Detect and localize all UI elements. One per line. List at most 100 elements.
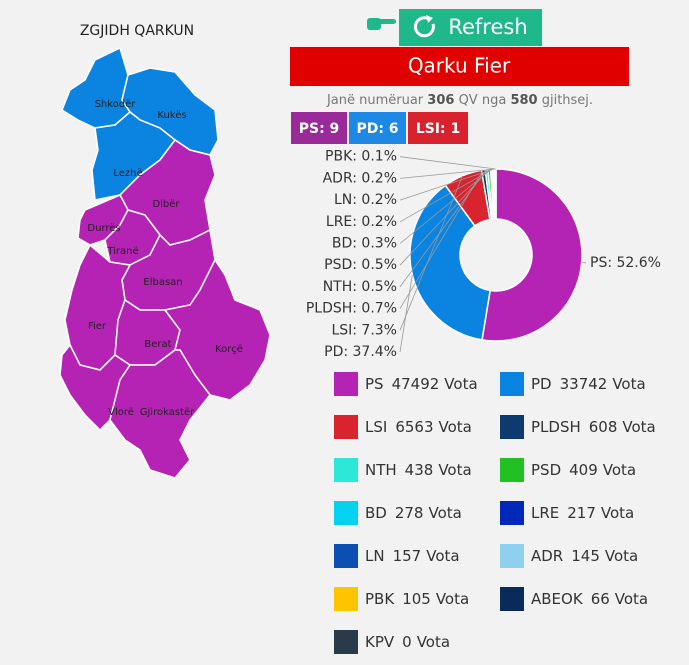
region-label[interactable]: Lezhë: [113, 168, 142, 179]
legend-unit: Vota: [622, 418, 655, 436]
leader-line: [399, 168, 495, 179]
slice: [409, 184, 492, 341]
summary-prefix: Janë numëruar: [326, 93, 424, 108]
legend-name: PLDSH: [531, 418, 581, 436]
legend-name: LN: [365, 547, 385, 565]
seat-label: LSI: 1: [416, 121, 460, 137]
region-label[interactable]: Berat: [144, 339, 171, 350]
map-title: ZGJIDH QARKUN: [80, 23, 194, 39]
legend-entry: NTH 438 Vota: [365, 461, 472, 479]
legend-unit: Vota: [615, 590, 648, 608]
slice: [481, 168, 583, 342]
legend-votes: 157: [393, 547, 422, 565]
legend-name: BD: [365, 504, 387, 522]
legend-unit: Vota: [417, 633, 450, 651]
summary-suffix: gjithsej.: [542, 93, 593, 108]
legend-name: ABEOK: [531, 590, 584, 608]
legend-entry: PLDSH 608 Vota: [531, 418, 656, 436]
legend-swatch: [334, 458, 358, 482]
button-bg[interactable]: [399, 9, 542, 46]
legend-name: NTH: [365, 461, 397, 479]
legend-swatch: [334, 415, 358, 439]
slice-label: PD: 37.4%: [324, 344, 397, 360]
summary-counted: 306: [427, 93, 454, 108]
leader-line: [399, 168, 490, 266]
slice-label: BD: 0.3%: [332, 236, 397, 252]
legend-votes: 33742: [560, 375, 608, 393]
legend-unit: Vota: [439, 418, 472, 436]
legend-votes: 145: [571, 547, 600, 565]
button-label[interactable]: Refresh: [448, 15, 527, 39]
region-label[interactable]: Gjirokastër: [140, 407, 195, 418]
legend-swatch: [500, 458, 524, 482]
legend-swatch: [334, 544, 358, 568]
summary-total: 580: [510, 93, 537, 108]
legend-entry: PBK 105 Vota: [365, 590, 469, 608]
seat-label: PD: 6: [356, 121, 398, 137]
seat-badge: [408, 112, 468, 144]
seat-badge: [349, 112, 406, 144]
legend-votes: 66: [591, 590, 610, 608]
legend-entry: KPV 0 Vota: [365, 633, 450, 651]
legend-name: PD: [531, 375, 552, 393]
legend-votes: 6563: [395, 418, 433, 436]
region-label[interactable]: Korçë: [215, 344, 243, 355]
legend-swatch: [500, 544, 524, 568]
leader-line: [399, 169, 487, 288]
legend-name: KPV: [365, 633, 395, 651]
legend-entry: ABEOK 66 Vota: [531, 590, 648, 608]
refresh-button[interactable]: Refresh: [399, 9, 542, 46]
refresh-icon: [413, 16, 435, 38]
legend-name: LRE: [531, 504, 559, 522]
legend-entry: LSI 6563 Vota: [365, 418, 472, 436]
region[interactable]: [109, 349, 211, 479]
legend-unit: Vota: [603, 461, 636, 479]
legend-unit: Vota: [436, 590, 469, 608]
region-label[interactable]: Tiranë: [106, 246, 138, 257]
legend-votes: 608: [589, 418, 618, 436]
district-bar: [290, 47, 629, 86]
summary: Janë numëruar 306 QV nga 580 gjithsej.: [326, 93, 593, 108]
legend-votes: 409: [569, 461, 598, 479]
legend-entry: BD 278 Vota: [365, 504, 462, 522]
region-label[interactable]: Durrës: [87, 223, 120, 234]
legend-swatch: [500, 587, 524, 611]
seat-badge: [291, 112, 347, 144]
legend-swatch: [334, 501, 358, 525]
legend-name: PSD: [531, 461, 561, 479]
legend-swatch: [334, 587, 358, 611]
slice-label: PLDSH: 0.7%: [306, 301, 397, 317]
slice-label: LSI: 7.3%: [331, 322, 397, 338]
legend-entry: LN 157 Vota: [365, 547, 460, 565]
slice-label: PBK: 0.1%: [325, 149, 397, 165]
map: Shkodër Kukës Lezhë Dibër Durrës Tiranë Elbasa…: [59, 46, 271, 479]
legend: PS 47492 Vota PD 33742 Vota LSI 6563 Vota PLDSH 60…: [334, 372, 656, 654]
pointer-icon: [367, 18, 396, 30]
legend-entry: PS 47492 Vota: [365, 375, 478, 393]
legend-votes: 105: [402, 590, 431, 608]
seats: PS: 9 PD: 6 LSI: 1: [291, 112, 468, 144]
leader-line: [399, 168, 494, 201]
region-label[interactable]: Vlorë: [108, 407, 134, 418]
region-label[interactable]: Dibër: [152, 199, 180, 210]
region[interactable]: [163, 258, 271, 401]
legend-swatch: [334, 372, 358, 396]
legend-votes: 0: [402, 633, 412, 651]
legend-swatch: [500, 372, 524, 396]
legend-unit: Vota: [438, 461, 471, 479]
leader-line: [399, 168, 492, 244]
leader-line: [399, 168, 493, 223]
region-label[interactable]: Fier: [88, 321, 107, 332]
slice-label: LRE: 0.2%: [326, 214, 397, 230]
region-label[interactable]: Elbasan: [143, 277, 182, 288]
legend-unit: Vota: [601, 504, 634, 522]
region-label[interactable]: Kukës: [157, 110, 186, 121]
legend-votes: 278: [395, 504, 424, 522]
legend-unit: Vota: [426, 547, 459, 565]
region-label[interactable]: Shkodër: [95, 99, 137, 110]
legend-name: LSI: [365, 418, 387, 436]
legend-votes: 47492: [392, 375, 440, 393]
leader-line: [581, 261, 587, 264]
legend-swatch: [334, 630, 358, 654]
